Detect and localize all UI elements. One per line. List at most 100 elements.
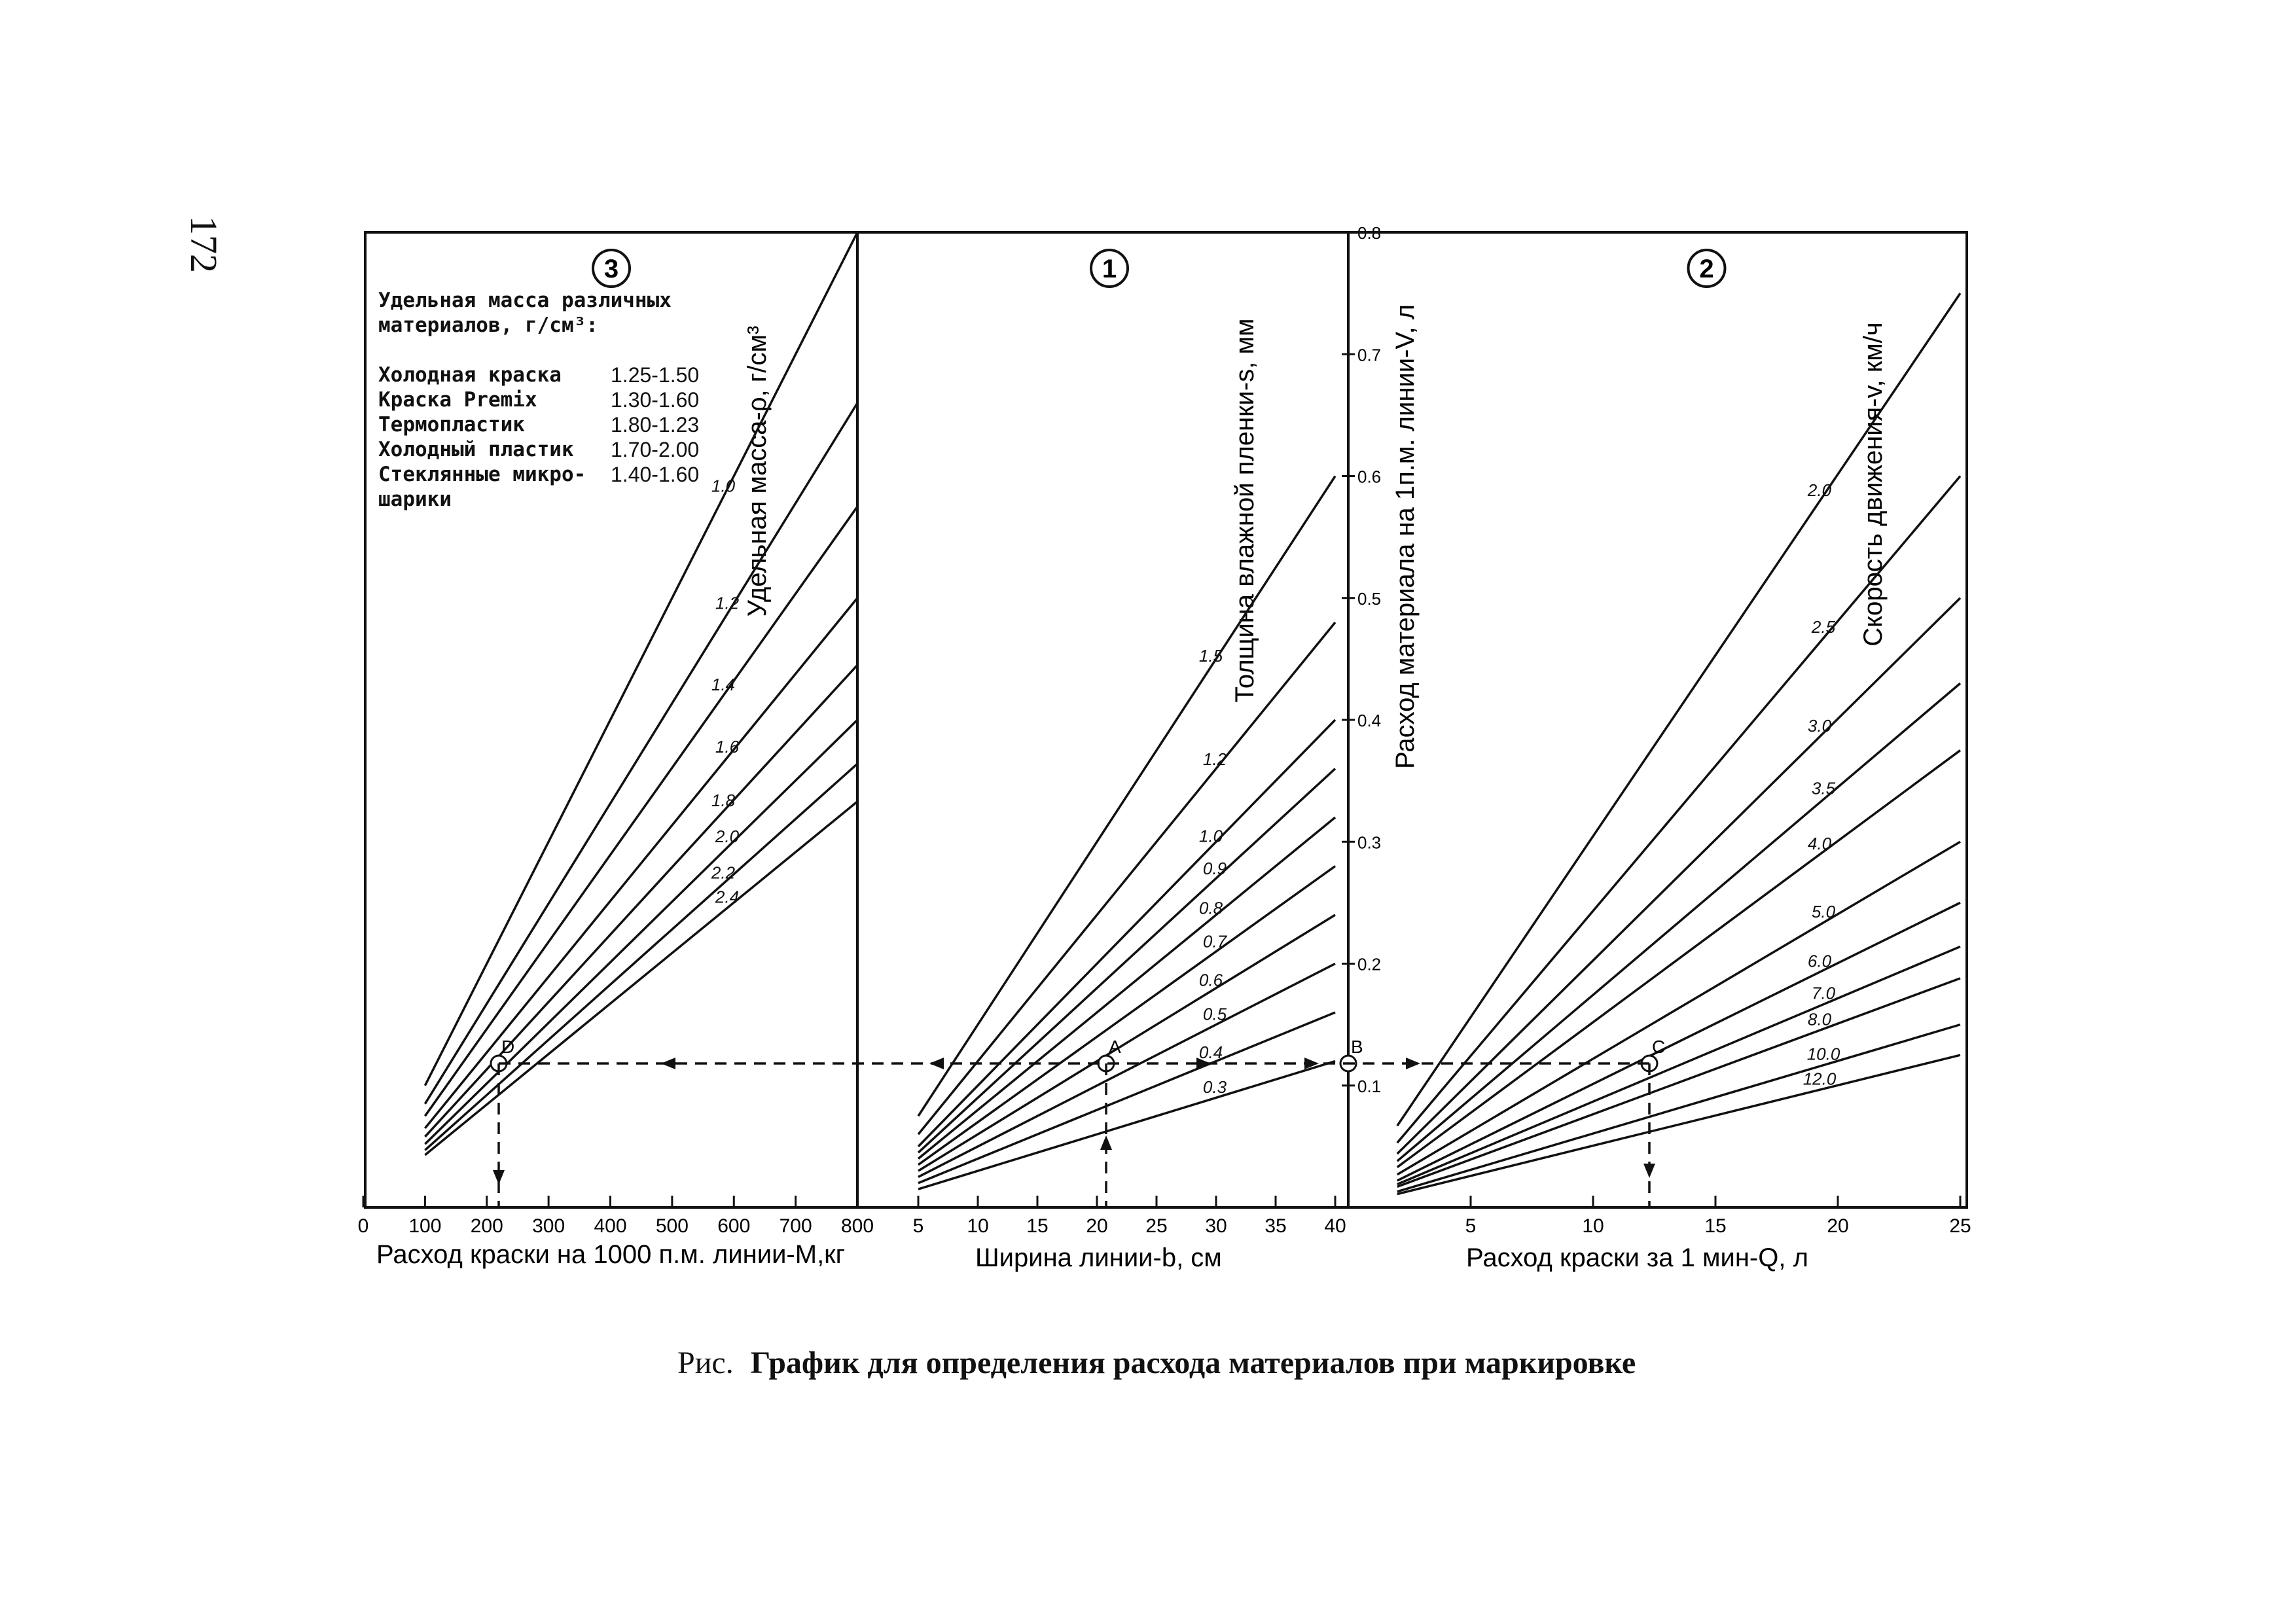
series-label: 1.8	[711, 791, 736, 810]
series-line	[917, 816, 1336, 1160]
x-tick-label: 20	[1086, 1215, 1107, 1237]
series-label: 2.0	[1807, 480, 1832, 500]
table-row: шарики	[378, 487, 699, 512]
annotation-label: A	[1109, 1037, 1121, 1057]
material-name: Стеклянные микро-	[378, 463, 586, 486]
material-density: 1.70-2.00	[611, 438, 700, 461]
series-line	[424, 597, 859, 1130]
guide-arrow	[1196, 1058, 1211, 1069]
table-row: Краска Premix 1.30-1.60	[378, 387, 699, 412]
x-tick-label: 100	[408, 1215, 441, 1237]
x-tick-label: 40	[1324, 1215, 1346, 1237]
series-line	[918, 914, 1336, 1172]
panel-title: Скорость движения-v, км/ч	[1859, 322, 1888, 646]
x-tick-label: 0	[358, 1215, 369, 1237]
x-tick-label: 35	[1265, 1215, 1286, 1237]
material-name: Краска Premix	[378, 388, 537, 412]
series-label: 1.2	[715, 593, 740, 613]
series-label: 3.0	[1808, 716, 1832, 736]
series-label: 4.0	[1808, 834, 1832, 853]
series-label: 1.5	[1199, 646, 1223, 666]
table-row: Холодный пластик 1.70-2.00	[378, 437, 699, 462]
panel-number-circle	[1687, 249, 1727, 288]
series-label: 0.8	[1199, 899, 1223, 918]
x-axis-title: Ширина линии-b, см	[975, 1243, 1222, 1272]
material-name: Холодный пластик	[378, 438, 574, 461]
series-line	[918, 962, 1336, 1178]
x-tick-label: 15	[1704, 1215, 1726, 1237]
series-line	[917, 621, 1336, 1135]
panel-title: Удельная масса-ρ, г/см³	[743, 326, 772, 617]
series-label: 2.2	[711, 863, 736, 882]
series-line	[423, 232, 859, 1086]
x-tick-label: 700	[780, 1215, 812, 1237]
x-tick-label: 600	[717, 1215, 750, 1237]
series-line	[1396, 597, 1962, 1155]
caption-text: График для определения расхода материало…	[750, 1346, 1636, 1380]
series-label: 3.5	[1812, 779, 1836, 798]
x-tick-label: 10	[967, 1215, 988, 1237]
density-table: Удельная масса различных материалов, г/с…	[378, 288, 699, 512]
series-label: 12.0	[1803, 1069, 1837, 1088]
material-name: Холодная краска	[378, 363, 562, 387]
series-line	[424, 719, 859, 1145]
series-line	[1396, 682, 1962, 1162]
v-axis-tick-label: 0.1	[1357, 1077, 1381, 1096]
annotation-label: B	[1351, 1037, 1363, 1057]
series-line	[917, 719, 1336, 1148]
series-line	[1397, 901, 1961, 1182]
series-label: 0.7	[1203, 931, 1228, 951]
panel-number: 1	[1102, 255, 1117, 283]
figure-caption: Рис. График для определения расхода матер…	[677, 1345, 1636, 1381]
v-axis-tick-label: 0.2	[1357, 955, 1381, 974]
caption-prefix: Рис.	[677, 1346, 734, 1380]
guide-arrow	[1643, 1164, 1655, 1178]
series-line	[917, 865, 1336, 1166]
panel-title: Толщина влажной пленки-s, мм	[1230, 319, 1259, 703]
series-line	[918, 1060, 1336, 1190]
table-row: Термопластик 1.80-1.23	[378, 412, 699, 437]
series-label: 0.6	[1199, 971, 1223, 990]
series-line	[423, 506, 859, 1117]
guide-arrow	[493, 1170, 505, 1185]
panel-number: 2	[1699, 255, 1713, 283]
panel-number-circle	[1090, 249, 1129, 288]
series-label: 2.0	[715, 827, 740, 846]
series-label: 1.0	[711, 476, 736, 496]
v-axis-tick-label: 0.4	[1357, 711, 1381, 730]
series-line	[423, 402, 859, 1105]
v-axis-tick-label: 0.5	[1357, 589, 1381, 609]
series-label: 1.0	[1199, 826, 1223, 846]
series-label: 6.0	[1808, 952, 1832, 971]
series-line	[917, 768, 1336, 1154]
table-row: Стеклянные микро- 1.40-1.60	[378, 462, 699, 487]
x-tick-label: 5	[913, 1215, 924, 1237]
x-tick-label: 300	[532, 1215, 565, 1237]
material-density: 1.80-1.23	[611, 413, 700, 437]
series-line	[1397, 977, 1961, 1188]
x-axis-title: Расход краски за 1 мин-Q, л	[1466, 1243, 1808, 1272]
series-line	[918, 1011, 1336, 1185]
v-axis-tick-label: 0.3	[1357, 832, 1381, 852]
series-label: 0.3	[1203, 1077, 1227, 1097]
series-label: 1.4	[711, 675, 735, 694]
material-density: 1.25-1.50	[611, 363, 700, 387]
series-label: 7.0	[1812, 984, 1836, 1003]
series-label: 2.4	[715, 887, 739, 906]
x-tick-label: 30	[1205, 1215, 1227, 1237]
series-label: 5.0	[1812, 902, 1836, 921]
series-label: 0.4	[1199, 1043, 1223, 1062]
panel-frame	[1347, 231, 1968, 1209]
series-line	[424, 800, 859, 1156]
series-line	[1396, 749, 1962, 1168]
material-name: Термопластик	[378, 413, 525, 437]
x-tick-label: 200	[471, 1215, 503, 1237]
panel-number: 3	[604, 255, 619, 283]
material-name: шарики	[378, 488, 452, 511]
series-line	[917, 475, 1336, 1117]
material-density: 1.30-1.60	[611, 388, 700, 412]
v-axis-tick-label: 0.7	[1357, 345, 1381, 365]
